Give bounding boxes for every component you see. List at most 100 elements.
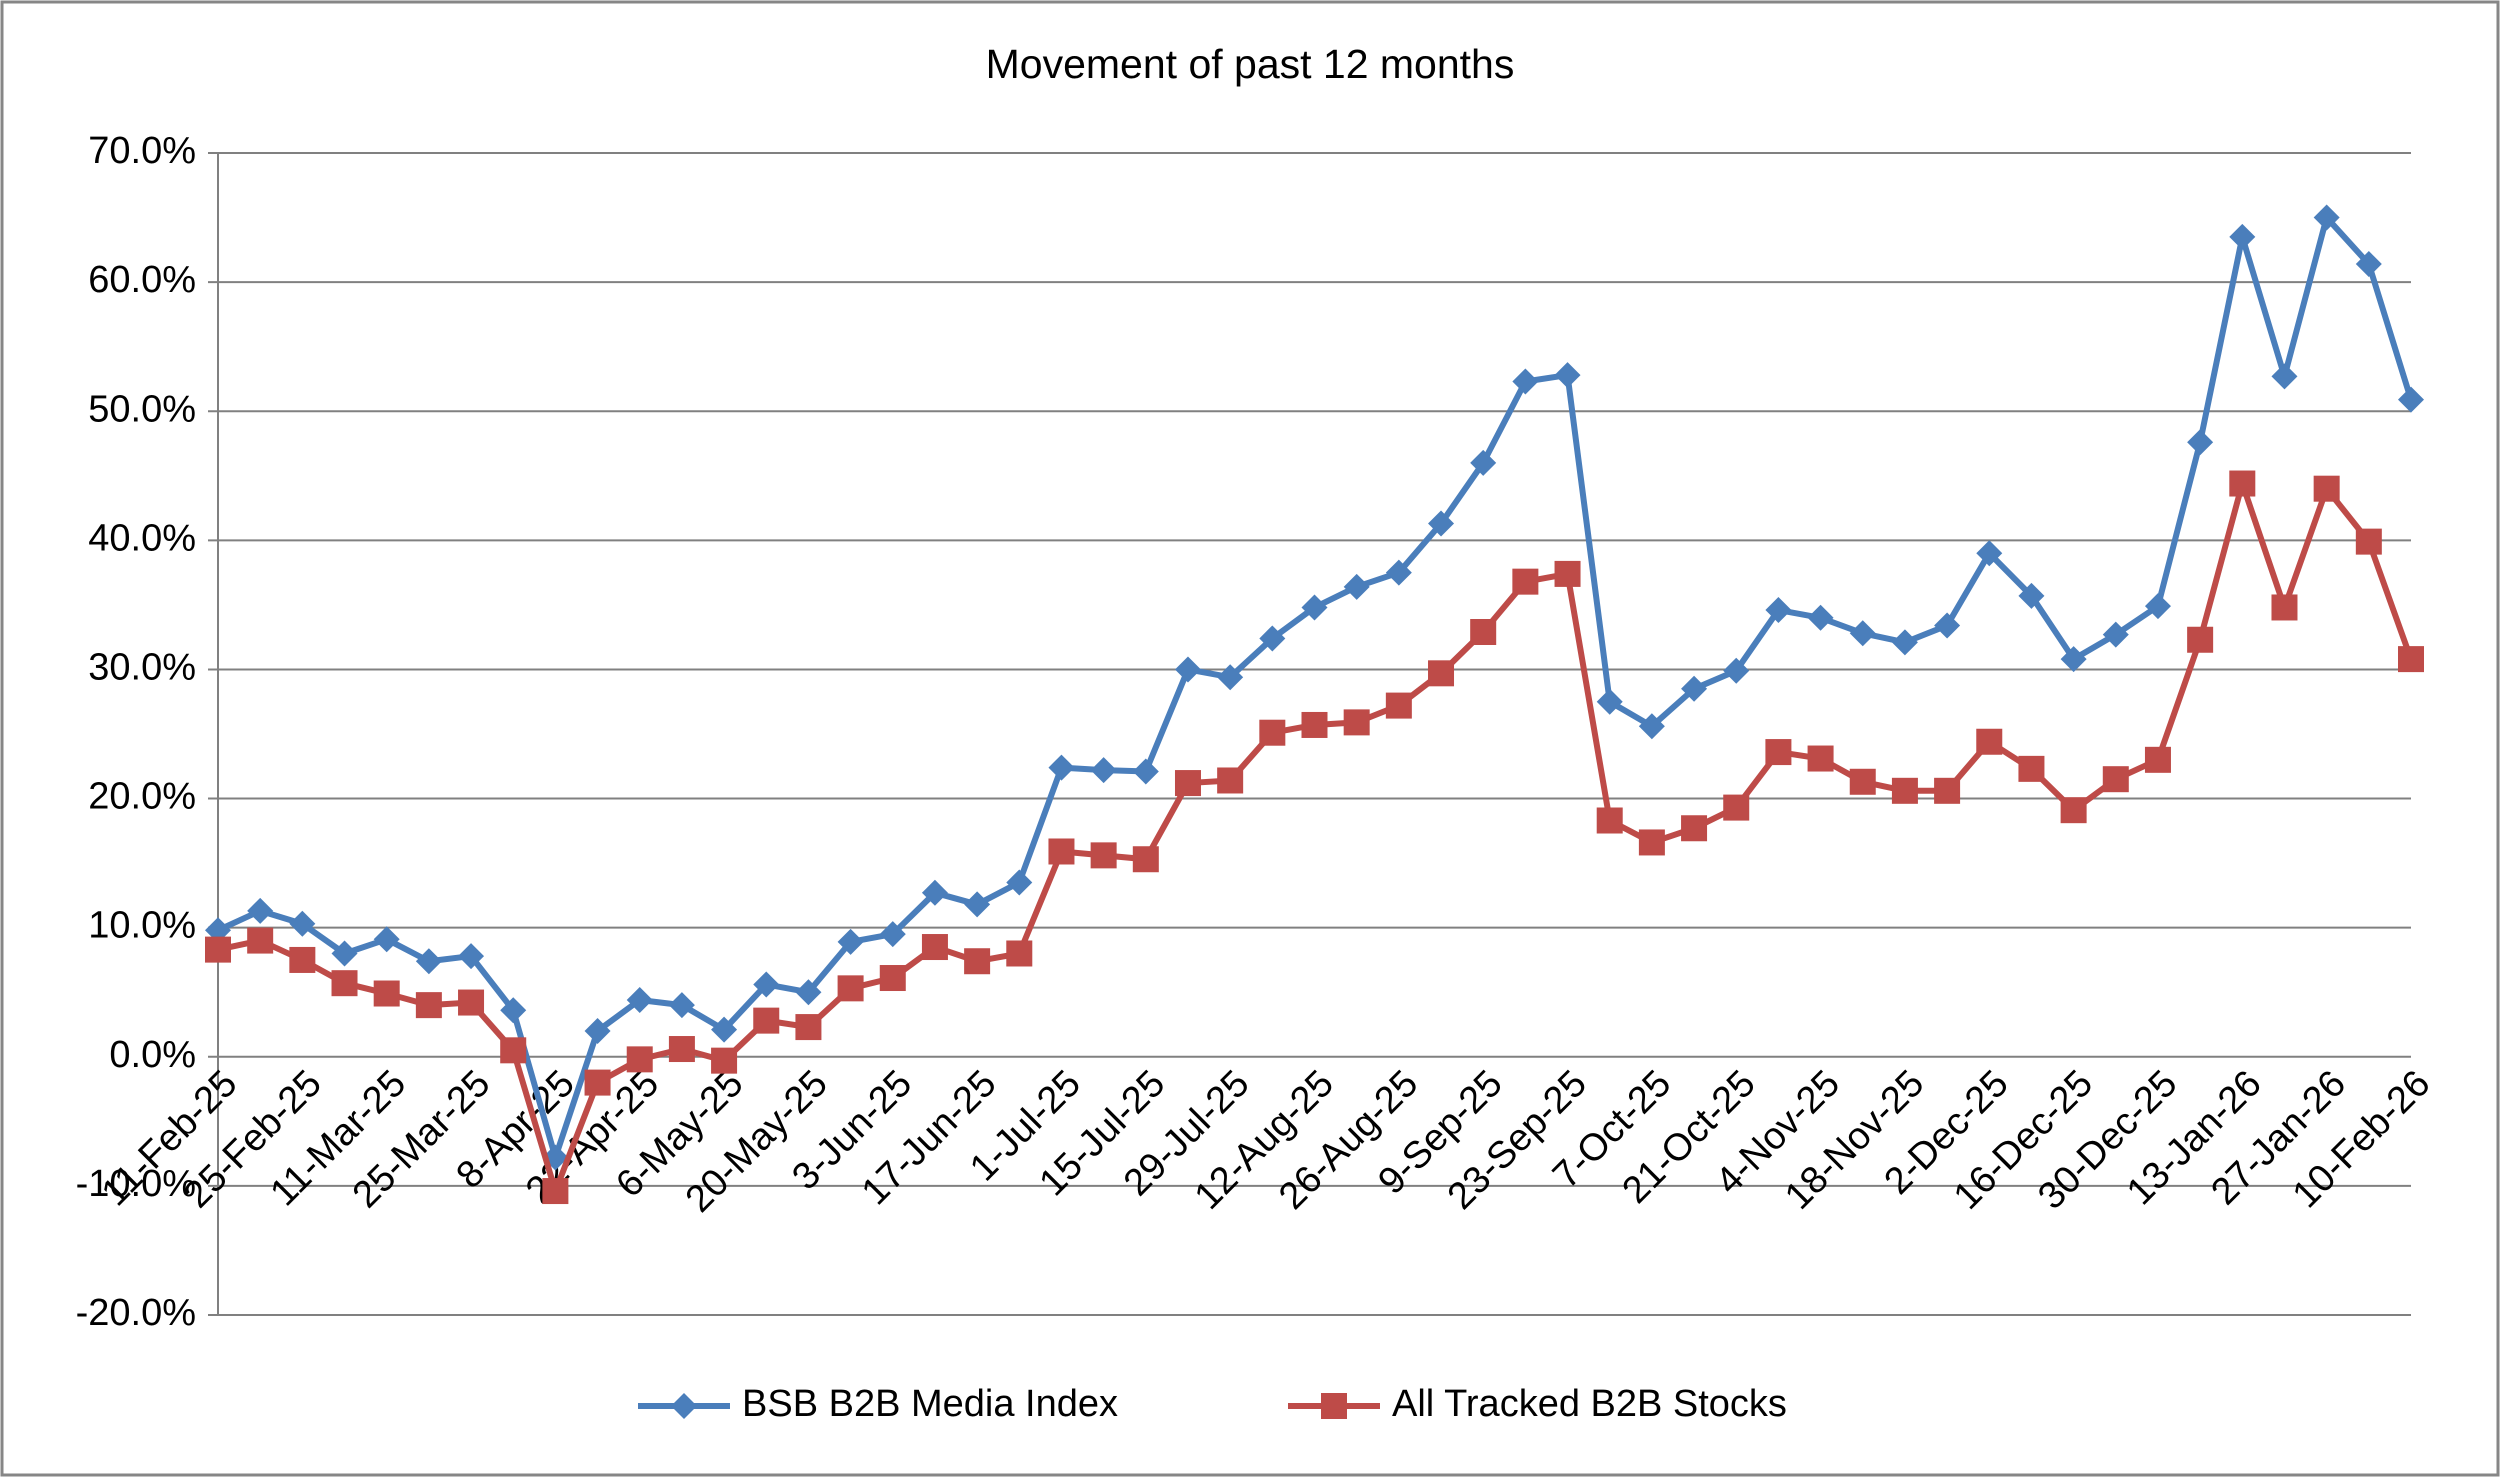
data-point — [1217, 664, 1244, 691]
data-point — [1723, 657, 1750, 684]
data-point — [584, 1069, 611, 1096]
data-point — [1638, 829, 1665, 856]
data-point — [1090, 757, 1117, 784]
y-tick-label: -10.0% — [76, 1163, 196, 1205]
data-point — [1976, 728, 2003, 755]
data-point — [1301, 594, 1328, 621]
data-point — [2398, 386, 2424, 413]
data-point — [1512, 368, 1539, 395]
data-point — [1554, 560, 1581, 587]
data-point — [2187, 429, 2214, 456]
data-point — [2187, 626, 2214, 653]
data-point — [2144, 746, 2171, 773]
data-point — [1132, 846, 1159, 873]
data-point — [1470, 619, 1497, 646]
data-point — [921, 879, 948, 906]
legend-marker — [1321, 1393, 1347, 1419]
data-point — [1934, 777, 1961, 804]
data-point — [2060, 797, 2087, 824]
data-point — [289, 946, 316, 973]
y-tick-label: 50.0% — [88, 388, 196, 430]
data-point — [1174, 656, 1201, 683]
data-point — [2355, 251, 2382, 278]
data-point — [921, 934, 948, 961]
y-tick-label: 10.0% — [88, 905, 196, 947]
data-point — [837, 975, 864, 1002]
data-point — [795, 979, 822, 1006]
data-point — [2102, 621, 2129, 648]
data-point — [668, 992, 695, 1019]
data-point — [373, 980, 400, 1007]
data-point — [415, 948, 442, 975]
y-tick-label: 30.0% — [88, 646, 196, 688]
data-point — [879, 965, 906, 992]
data-point — [1385, 559, 1412, 586]
y-tick-label: 20.0% — [88, 776, 196, 818]
data-point — [331, 970, 358, 997]
data-point — [247, 897, 274, 924]
data-point — [1301, 711, 1328, 738]
data-point — [584, 1017, 611, 1044]
data-point — [626, 986, 653, 1013]
data-point — [1934, 612, 1961, 639]
data-point — [542, 1178, 569, 1205]
data-point — [1048, 838, 1075, 865]
data-point — [2018, 755, 2045, 782]
legend-marker — [671, 1393, 697, 1419]
data-point — [795, 1014, 822, 1041]
data-point — [458, 943, 485, 970]
data-point — [205, 936, 231, 963]
data-point — [1891, 629, 1918, 656]
data-point — [626, 1046, 653, 1073]
data-point — [1976, 540, 2003, 567]
y-tick-label: 40.0% — [88, 517, 196, 559]
y-tick-label: 60.0% — [88, 259, 196, 301]
data-point — [1259, 625, 1286, 652]
data-point — [1807, 745, 1834, 772]
data-point — [1681, 815, 1708, 842]
data-point — [331, 940, 358, 967]
data-point — [289, 910, 316, 937]
data-point — [753, 1007, 780, 1034]
data-point — [2271, 363, 2298, 390]
data-point — [1174, 770, 1201, 797]
data-point — [879, 921, 906, 948]
data-point — [1596, 688, 1623, 715]
data-point — [1343, 573, 1370, 600]
data-point — [2060, 646, 2087, 673]
data-point — [2271, 594, 2298, 621]
data-point — [1385, 692, 1412, 719]
data-point — [1681, 675, 1708, 702]
data-point — [1765, 739, 1792, 766]
data-point — [2313, 204, 2340, 231]
data-point — [711, 1016, 738, 1043]
data-point — [500, 1037, 527, 1064]
data-point — [1217, 767, 1244, 794]
data-point — [2229, 470, 2256, 497]
y-tick-label: 0.0% — [109, 1034, 196, 1076]
data-point — [964, 948, 991, 975]
data-point — [2102, 766, 2129, 793]
data-point — [1807, 604, 1834, 631]
data-point — [1006, 940, 1033, 967]
data-point — [1512, 568, 1539, 595]
data-point — [2144, 593, 2171, 620]
data-point — [1470, 449, 1497, 476]
y-tick-label: 70.0% — [88, 130, 196, 172]
y-tick-label: -20.0% — [76, 1292, 196, 1334]
data-point — [1006, 869, 1033, 896]
data-point — [1259, 719, 1286, 746]
data-point — [247, 927, 274, 954]
legend-label: BSB B2B Media Index — [742, 1383, 1118, 1425]
data-point — [753, 971, 780, 998]
data-point — [1849, 768, 1876, 795]
legend-label: All Tracked B2B Stocks — [1392, 1383, 1787, 1425]
data-point — [2018, 582, 2045, 609]
data-point — [1090, 842, 1117, 869]
data-point — [1428, 510, 1455, 537]
data-point — [2355, 528, 2382, 555]
data-point — [668, 1036, 695, 1063]
